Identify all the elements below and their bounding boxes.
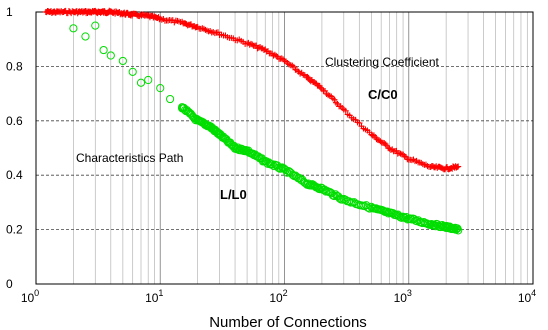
series-path-point [136, 78, 146, 87]
series-clustering-point [368, 131, 375, 138]
series-path-point [291, 171, 300, 180]
series-path [69, 21, 463, 235]
series-path-point [81, 32, 90, 41]
x-tick-label: 104 [518, 288, 536, 305]
series-path-point [344, 197, 354, 206]
series-clustering [42, 7, 462, 173]
series-path-point [156, 84, 165, 93]
series-path-point [268, 160, 277, 169]
series-clustering-point [317, 84, 324, 91]
y-tick-label: 0.2 [6, 223, 23, 237]
y-tick-label: 1 [6, 5, 13, 19]
x-tick-label: 101 [145, 288, 163, 305]
series-path-point [238, 145, 247, 154]
series-clustering-point [455, 163, 462, 170]
x-tick-label: 103 [394, 288, 412, 305]
x-axis-label: Number of Connections [209, 314, 367, 330]
series-clustering-point [278, 55, 285, 62]
series-path-point [401, 213, 410, 223]
series-clustering-point [273, 52, 280, 59]
y-tick-label: 0.6 [6, 114, 23, 128]
series-path-point [99, 45, 108, 55]
series-path-point [331, 190, 340, 199]
grid [36, 12, 533, 284]
series-clustering-point [342, 107, 349, 114]
x-tick-label: 100 [21, 288, 39, 305]
series-path-point [118, 56, 127, 66]
series-path-point [106, 51, 115, 60]
annotation-clustering: Clustering Coefficient [325, 55, 440, 69]
series-clustering-point [386, 145, 393, 152]
series-clustering-point [356, 119, 363, 126]
series-path-point [91, 21, 100, 30]
series-clustering-point [397, 150, 404, 157]
x-tick-label: 102 [269, 288, 287, 305]
annotation-path: Characteristics Path [76, 151, 183, 165]
series-path-point [69, 24, 78, 33]
series-clustering-point [255, 44, 262, 51]
y-tick-label: 0 [6, 277, 13, 291]
series-clustering-point [373, 136, 380, 143]
plot-frame [35, 11, 534, 285]
series-path-point [128, 67, 137, 76]
y-tick-label: 0.8 [6, 59, 23, 73]
series-path-point [414, 216, 423, 225]
y-axis-ticks: 0 0.2 0.4 0.6 0.8 1 [6, 5, 23, 291]
series-clustering-point [331, 96, 338, 103]
series-path-point [165, 94, 175, 104]
annotation-c-c0: C/C0 [368, 87, 398, 102]
series-clustering-point [257, 43, 264, 50]
series-path-point [454, 226, 463, 235]
series-path-point [406, 214, 415, 223]
series-clustering-point [381, 140, 388, 147]
y-tick-label: 0.4 [6, 168, 23, 182]
series-clustering-point [304, 73, 311, 80]
series-path-point [144, 75, 153, 85]
series-path-point [330, 191, 339, 201]
x-axis-ticks: 100 101 102 103 104 [21, 288, 536, 305]
series-clustering-point [249, 41, 256, 48]
annotation-l-l0: L/L0 [220, 187, 247, 202]
series-clustering-point [401, 153, 408, 160]
